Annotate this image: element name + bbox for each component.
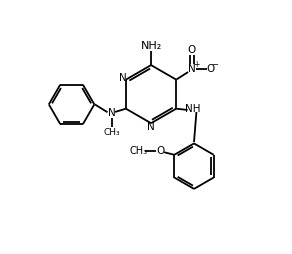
Text: NH: NH <box>185 104 201 114</box>
Text: N: N <box>147 122 155 132</box>
Text: O: O <box>207 64 215 74</box>
Text: CH₃: CH₃ <box>130 146 148 156</box>
Text: CH₃: CH₃ <box>104 128 120 137</box>
Text: NH₂: NH₂ <box>140 41 162 51</box>
Text: N: N <box>188 64 196 74</box>
Text: N: N <box>119 73 126 83</box>
Text: −: − <box>212 60 219 69</box>
Text: N: N <box>108 108 116 118</box>
Text: +: + <box>193 60 199 69</box>
Text: O: O <box>156 146 164 156</box>
Text: O: O <box>188 45 196 55</box>
